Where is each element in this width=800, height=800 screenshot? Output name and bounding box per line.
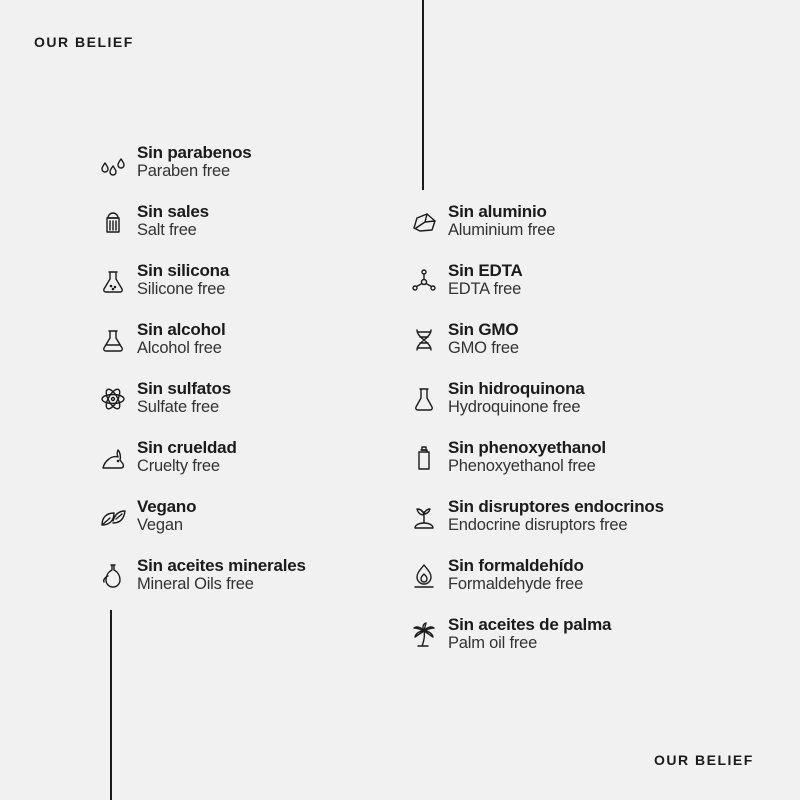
- item-title: Sin aceites minerales: [137, 556, 306, 575]
- item-title: Sin crueldad: [137, 438, 237, 457]
- oil-bottle-icon: [99, 562, 127, 590]
- item-subtitle: Paraben free: [137, 162, 230, 180]
- item-title: Sin phenoxyethanol: [448, 438, 606, 457]
- item-title: Sin aceites de palma: [448, 615, 612, 634]
- flask-dots-icon: [99, 267, 127, 295]
- bottle-icon: [410, 444, 438, 472]
- rock-icon: [410, 208, 438, 236]
- item-subtitle: Mineral Oils free: [137, 575, 254, 593]
- item-subtitle: Aluminium free: [448, 221, 556, 239]
- divider-line-top: [422, 0, 424, 190]
- brand-label-top: OUR BELIEF: [34, 34, 134, 50]
- item-subtitle: Formaldehyde free: [448, 575, 584, 593]
- item-subtitle: Sulfate free: [137, 398, 219, 416]
- brand-label-bottom: OUR BELIEF: [654, 752, 754, 768]
- palm-tree-icon: [410, 621, 438, 649]
- item-title: Sin aluminio: [448, 202, 547, 221]
- item-title: Sin sulfatos: [137, 379, 231, 398]
- beaker-icon: [410, 385, 438, 413]
- item-subtitle: GMO free: [448, 339, 519, 357]
- salt-shaker-icon: [99, 208, 127, 236]
- item-subtitle: Cruelty free: [137, 457, 220, 475]
- item-subtitle: Phenoxyethanol free: [448, 457, 596, 475]
- item-title: Sin GMO: [448, 320, 519, 339]
- item-subtitle: Hydroquinone free: [448, 398, 581, 416]
- item-subtitle: Endocrine disruptors free: [448, 516, 628, 534]
- item-title: Sin EDTA: [448, 261, 523, 280]
- item-subtitle: Silicone free: [137, 280, 226, 298]
- item-title: Sin alcohol: [137, 320, 226, 339]
- drops-icon: [99, 149, 127, 177]
- item-subtitle: Palm oil free: [448, 634, 538, 652]
- divider-line-bottom: [110, 610, 112, 800]
- item-title: Sin formaldehído: [448, 556, 584, 575]
- item-subtitle: Vegan: [137, 516, 183, 534]
- dna-icon: [410, 326, 438, 354]
- item-title: Vegano: [137, 497, 197, 516]
- item-title: Sin parabenos: [137, 143, 252, 162]
- leaves-icon: [99, 503, 127, 531]
- flame-icon: [410, 562, 438, 590]
- item-subtitle: EDTA free: [448, 280, 522, 298]
- molecule-icon: [410, 267, 438, 295]
- rabbit-icon: [99, 444, 127, 472]
- item-title: Sin disruptores endocrinos: [448, 497, 664, 516]
- sprout-icon: [410, 503, 438, 531]
- item-title: Sin sales: [137, 202, 209, 221]
- atom-icon: [99, 385, 127, 413]
- item-subtitle: Salt free: [137, 221, 197, 239]
- item-title: Sin hidroquinona: [448, 379, 585, 398]
- flask-icon: [99, 326, 127, 354]
- item-subtitle: Alcohol free: [137, 339, 222, 357]
- item-title: Sin silicona: [137, 261, 230, 280]
